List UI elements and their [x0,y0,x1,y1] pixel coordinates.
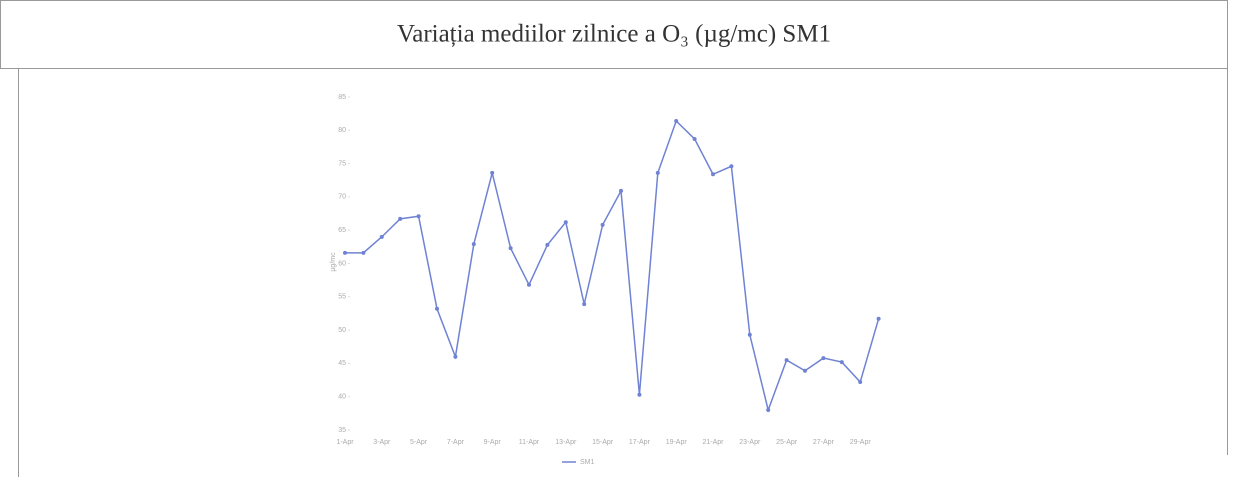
data-point [343,250,347,255]
data-point [858,380,863,385]
y-tick-label: 45 [338,360,346,367]
data-point [508,246,513,251]
y-tick-label: 50 [338,327,346,334]
x-tick-label: 11-Apr [519,439,540,446]
data-point [711,172,715,177]
x-tick-label: 17-Apr [629,439,651,446]
x-tick-label: 13-Apr [555,439,577,446]
data-point [839,360,844,365]
legend-label: SM1 [580,459,595,466]
data-point [784,358,789,363]
data-point [545,242,550,247]
data-point [527,282,531,287]
y-tick-label: 60 [338,260,346,267]
title: Variația mediilor zilnice a O₃ (µg/mc) S… [397,21,831,48]
data-point [563,220,568,225]
data-point [674,118,679,123]
x-tick-label: 19-Apr [666,439,688,446]
data-point [747,332,752,337]
data-point [398,216,403,221]
data-point [655,170,660,175]
y-tick-label: 55 [338,294,346,301]
data-point [435,306,439,311]
x-tick-label: 21-Apr [702,439,724,446]
data-line [345,119,880,413]
x-tick-label: 25-Apr [776,439,798,446]
x-tick-label: 27-Apr [813,439,835,446]
data-point [582,302,587,307]
y-axis-label: µg/mc [330,252,337,272]
data-point [361,250,366,255]
y-tick-label: 80 [338,127,346,134]
data-point [379,234,384,239]
data-point [637,392,642,397]
y-tick-label: 65 [338,227,346,234]
data-point [729,164,734,169]
data-point [821,356,826,361]
data-point [453,354,458,359]
x-tick-label: 3-Apr [373,439,391,446]
y-tick-label: 35 [338,427,346,434]
y-tick-label: 70 [338,194,346,201]
data-point [692,136,697,141]
data-point [416,214,421,219]
y-tick-label: 40 [338,394,346,401]
x-tick-label: 23-Apr [739,439,761,446]
data-point [619,188,623,193]
data-point [876,316,881,321]
data-point [766,408,771,413]
data-point [803,368,807,373]
y-tick-label: 75 [338,160,346,167]
x-tick-label: 5-Apr [410,439,428,446]
header-box [0,0,1228,69]
x-tick-label: 29-Apr [850,439,872,446]
x-tick-label: 7-Apr [447,439,465,446]
x-tick-label: 15-Apr [592,439,614,446]
data-point [490,170,495,175]
x-tick-label: 1-Apr [336,439,354,446]
data-point [471,242,476,247]
x-tick-label: 9-Apr [484,439,502,446]
data-point [600,222,605,227]
y-tick-label: 85 [338,94,346,101]
